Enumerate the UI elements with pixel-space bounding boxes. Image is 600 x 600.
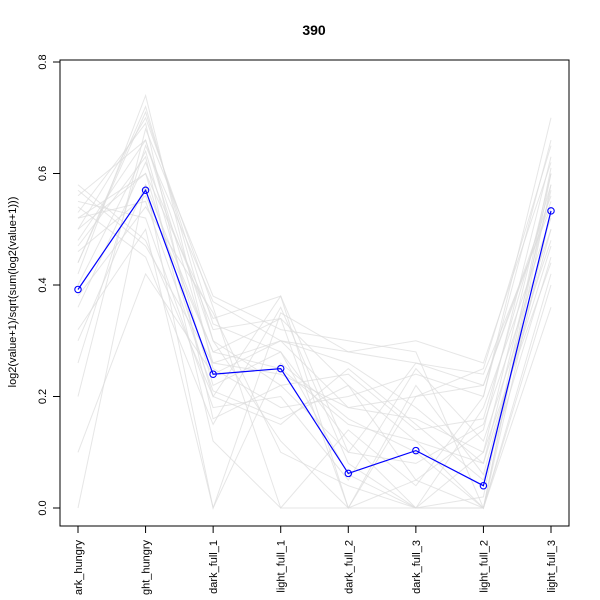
x-tick-label: dark_full_2 [343,540,355,594]
x-tick-label: ark_hungry [73,540,85,596]
x-tick-label: dark_full_3 [411,540,423,594]
x-tick-label: ght_hungry [141,540,153,596]
series-point [412,446,420,455]
background-series-line [77,200,552,509]
y-tick-label: 0.8 [37,54,49,69]
background-series-line [77,172,552,509]
x-tick-label: light_full_1 [276,540,288,593]
series-point [74,285,82,294]
background-series-line [77,162,552,510]
background-series-line [77,139,552,509]
background-series-line [77,245,552,465]
background-series-line [77,127,552,510]
background-series-line [77,173,552,509]
x-tick-label: light_full_2 [478,540,490,593]
y-tick-label: 0.4 [37,277,49,292]
plot-frame [59,59,570,527]
series-point [276,364,285,373]
series-point [141,186,150,194]
background-series-line [77,200,552,481]
background-series-line [77,172,552,454]
series-line [77,188,552,487]
series-point [344,469,353,478]
background-series-line [77,228,552,510]
background-series-line [77,144,552,387]
background-series-line [77,139,552,509]
series-point [479,481,488,490]
series-point [209,370,217,378]
background-series-line [77,190,552,465]
x-tick-label: light_full_3 [546,540,558,593]
axes-group: 0.0 0.2 0.4 0.6 0.8 ark_hungry ght_hungry dark_… [37,54,558,595]
series-point [547,207,555,215]
background-series-group [77,93,552,510]
y-tick-label: 0.2 [37,389,49,404]
y-axis-label: log2(value+1)/sqrt(sum(log2(value+1))) [7,197,19,388]
y-tick-label: 0.0 [37,500,49,515]
background-series-line [77,105,552,464]
y-tick-label: 0.6 [37,166,49,181]
background-series-line [77,189,552,453]
background-series-line [77,116,552,509]
background-series-line [77,110,552,509]
highlighted-series-group [74,186,555,490]
chart-title: 390 [302,22,326,38]
x-tick-label: dark_full_1 [208,540,220,594]
